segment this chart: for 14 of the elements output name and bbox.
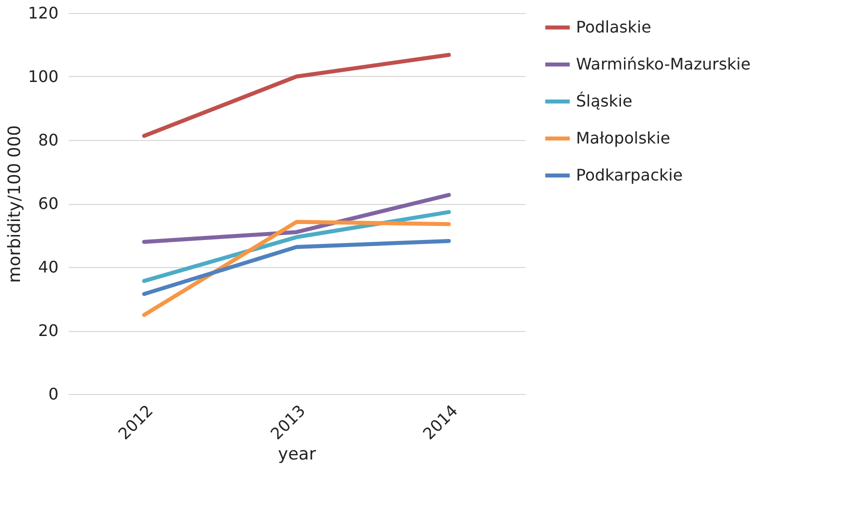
legend-label: Podkarpackie bbox=[576, 166, 683, 184]
legend-label: Śląskie bbox=[576, 92, 632, 110]
y-axis-title: morbidity/100 000 bbox=[4, 125, 25, 283]
y-tick-label: 100 bbox=[28, 67, 58, 86]
y-tick-label: 120 bbox=[28, 4, 58, 22]
legend-label: Warmińsko-Mazurskie bbox=[576, 54, 751, 74]
legend-label: Podlaskie bbox=[576, 18, 652, 36]
y-tick-label: 0 bbox=[48, 384, 58, 404]
legend-label: Małopolskie bbox=[576, 128, 670, 148]
y-tick-label: 60 bbox=[38, 194, 58, 213]
y-tick-label: 40 bbox=[38, 258, 58, 276]
x-axis-title: year bbox=[278, 444, 316, 465]
y-tick-label: 80 bbox=[38, 130, 58, 150]
y-tick-label: 20 bbox=[38, 321, 58, 340]
